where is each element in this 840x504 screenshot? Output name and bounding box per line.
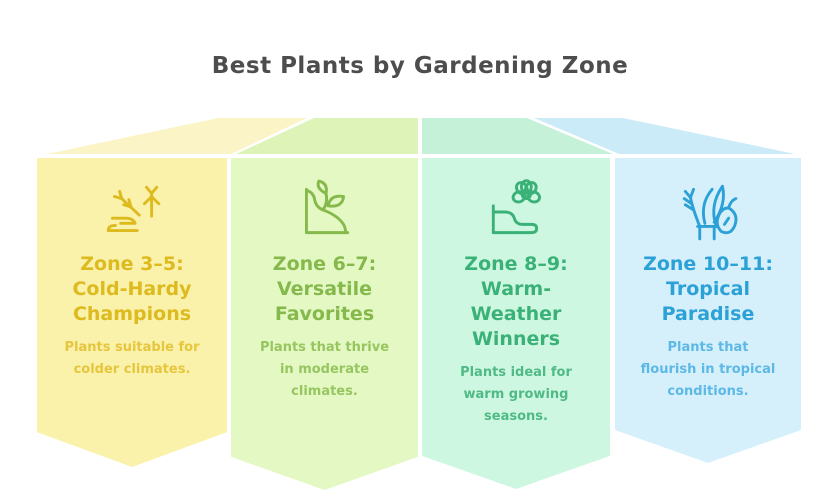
heading-line: Warm- xyxy=(480,278,552,300)
flap-zone-10-11 xyxy=(534,118,795,154)
heading-line: Weather xyxy=(470,303,562,325)
description-line: Plants ideal for xyxy=(460,365,572,380)
tropical-leaves-icon xyxy=(675,179,741,245)
flap-zone-8-9 xyxy=(422,118,613,154)
description-line: conditions. xyxy=(667,384,749,399)
garden-boot-flower-icon xyxy=(483,179,549,245)
heading-line: Winners xyxy=(471,328,561,350)
panel-heading: Zone 6–7: Versatile Favorites xyxy=(273,252,376,327)
heading-line: Zone 3–5: xyxy=(80,253,184,275)
panel-description: Plants ideal for warm growing seasons. xyxy=(460,362,572,428)
description-line: Plants that thrive xyxy=(259,340,390,355)
panel-zone-3-5: Zone 3–5: Cold-Hardy Champions Plants su… xyxy=(37,158,227,467)
panel-description: Plants suitable for colder climates. xyxy=(64,337,199,381)
panel-heading: Zone 10–11: Tropical Paradise xyxy=(643,252,773,327)
description-line: climates. xyxy=(291,384,358,399)
description-line: Plants that xyxy=(667,340,749,355)
heading-line: Favorites xyxy=(274,303,375,325)
hillside-sprout-icon xyxy=(292,179,358,245)
panel-zone-10-11: Zone 10–11: Tropical Paradise Plants tha… xyxy=(615,158,801,463)
heading-line: Zone 6–7: xyxy=(272,253,377,275)
panel-zone-8-9: Zone 8–9: Warm- Weather Winners Plants i… xyxy=(422,158,610,489)
heading-line: Cold-Hardy xyxy=(72,278,192,300)
heading-line: Zone 8–9: xyxy=(464,253,568,275)
panel-description: Plants that thrive in moderate climates. xyxy=(260,337,389,403)
heading-line: Versatile xyxy=(276,278,373,300)
heading-line: Champions xyxy=(72,303,192,325)
heading-line: Zone 10–11: xyxy=(643,253,773,275)
description-line: in moderate xyxy=(279,362,370,377)
flap-zone-3-5 xyxy=(47,118,307,154)
description-line: seasons. xyxy=(484,409,548,424)
description-line: flourish in tropical xyxy=(640,362,776,377)
panel-description: Plants that flourish in tropical conditi… xyxy=(641,337,776,403)
description-line: warm growing xyxy=(463,387,569,402)
panel-zone-6-7: Zone 6–7: Versatile Favorites Plants tha… xyxy=(231,158,418,490)
description-line: colder climates. xyxy=(73,362,191,377)
panel-heading: Zone 3–5: Cold-Hardy Champions xyxy=(72,252,191,327)
bare-branches-snowdrift-icon xyxy=(99,179,165,245)
heading-line: Paradise xyxy=(661,303,755,325)
page-title: Best Plants by Gardening Zone xyxy=(211,53,629,79)
flap-zone-6-7 xyxy=(236,118,418,154)
description-line: Plants suitable for xyxy=(64,340,200,355)
heading-line: Tropical xyxy=(665,278,750,300)
panel-heading: Zone 8–9: Warm- Weather Winners xyxy=(464,252,567,352)
